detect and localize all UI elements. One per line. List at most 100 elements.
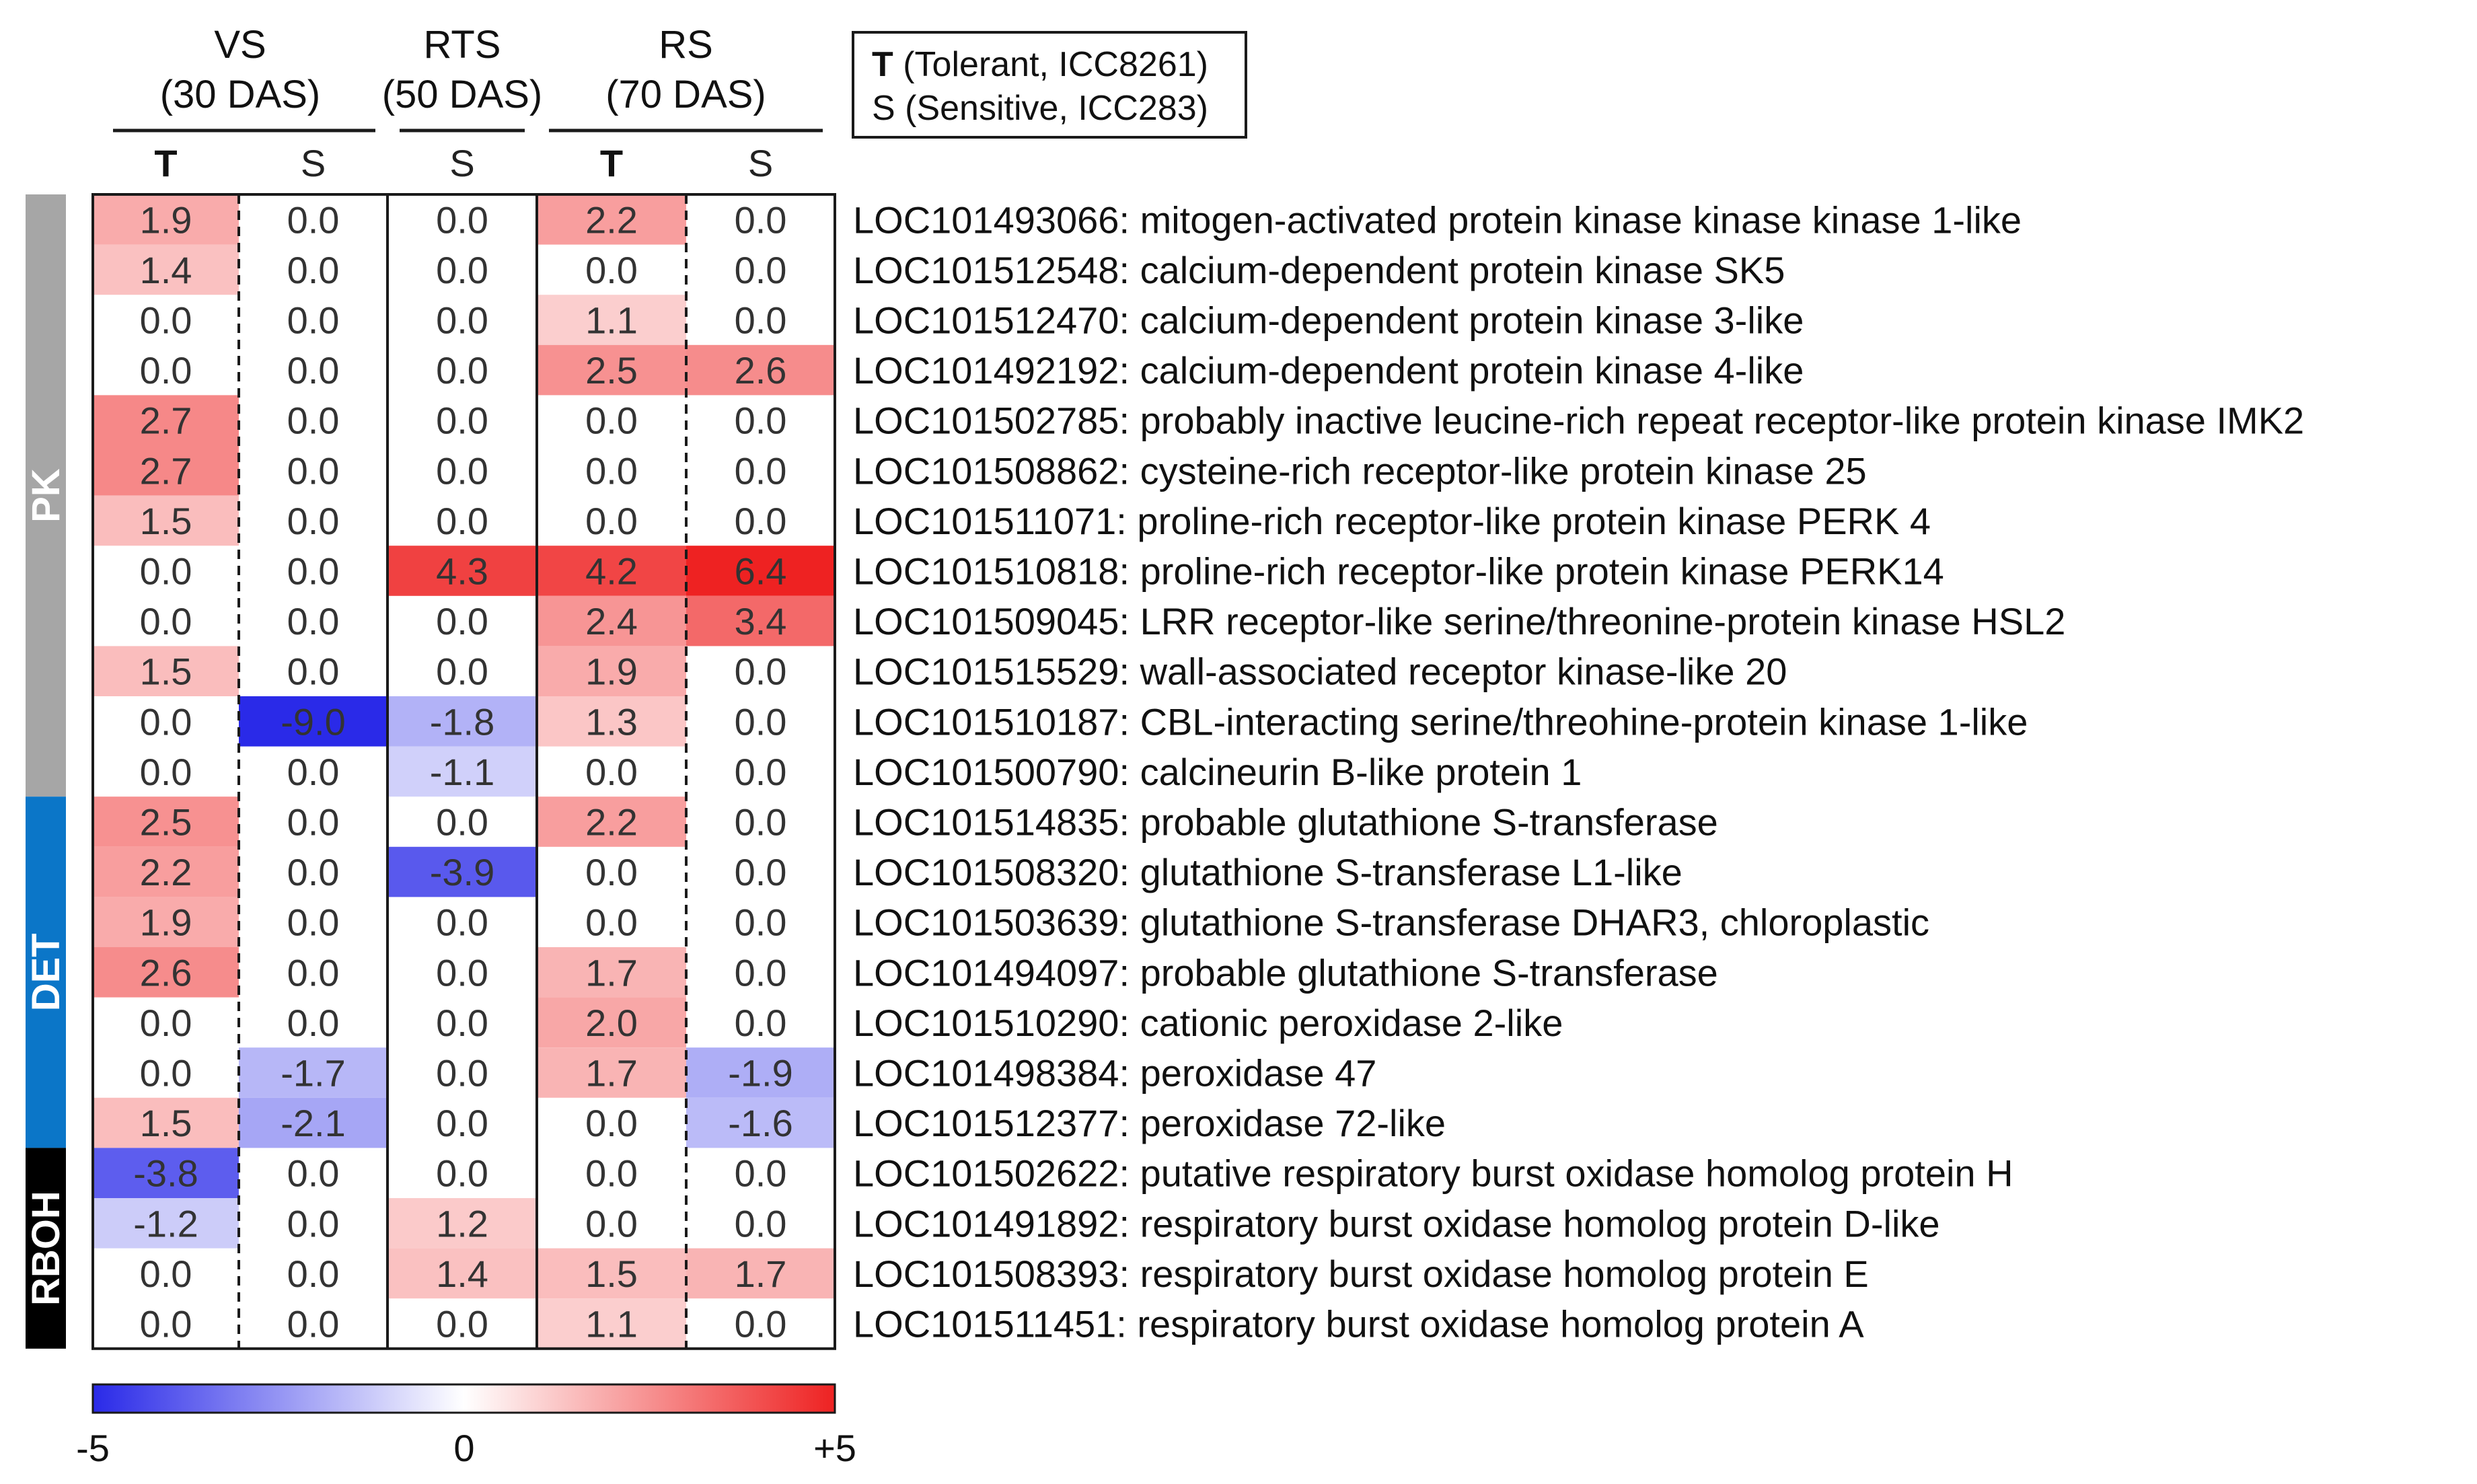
cell-value: 1.5 xyxy=(140,500,192,542)
heatmap-cell xyxy=(239,1097,387,1148)
heatmap-cell xyxy=(93,947,239,998)
cell-value: 1.9 xyxy=(585,651,638,693)
cell-value: 0.0 xyxy=(287,349,340,392)
cell-value: 0.0 xyxy=(436,198,488,241)
heatmap-cell xyxy=(686,1047,835,1098)
cell-value: 0.0 xyxy=(140,1052,192,1095)
cell-value: -1.7 xyxy=(281,1052,346,1095)
cell-value: 0.0 xyxy=(140,349,192,392)
cell-value: 0.0 xyxy=(436,651,488,693)
gene-label: LOC101510818: proline-rich receptor-like… xyxy=(853,550,1944,593)
heatmap-cell xyxy=(537,1248,686,1299)
cell-value: 0.0 xyxy=(735,751,787,793)
heatmap-cell xyxy=(537,997,686,1048)
gene-label: LOC101509045: LRR receptor-like serine/t… xyxy=(853,600,2065,642)
cell-value: 0.0 xyxy=(436,600,488,642)
heatmap-cell xyxy=(387,846,537,897)
cell-value: 0.0 xyxy=(735,1303,787,1345)
cell-value: 0.0 xyxy=(140,299,192,342)
cell-value: 0.0 xyxy=(287,801,340,844)
heatmap-cell xyxy=(686,1248,835,1299)
gene-label: LOC101508393: respiratory burst oxidase … xyxy=(853,1253,1869,1295)
cell-value: -1.6 xyxy=(728,1102,793,1144)
color-scale-max-label: +5 xyxy=(813,1427,856,1469)
cell-value: 1.7 xyxy=(585,1052,638,1095)
cell-value: 0.0 xyxy=(585,751,638,793)
gene-label: LOC101508862: cysteine-rich receptor-lik… xyxy=(853,449,1867,492)
color-scale-bar: -5 0 +5 xyxy=(76,1383,856,1469)
gene-label: LOC101515529: wall-associated receptor k… xyxy=(853,651,1787,693)
gene-label: LOC101508320: glutathione S-transferase … xyxy=(853,851,1683,893)
cell-value: 1.7 xyxy=(735,1253,787,1295)
heatmap-cell xyxy=(239,1047,387,1098)
cell-value: 2.0 xyxy=(585,1002,638,1044)
cell-value: 1.5 xyxy=(585,1253,638,1295)
cell-value: 2.2 xyxy=(585,801,638,844)
cell-value: 1.7 xyxy=(585,951,638,994)
legend-sensitive-line: S (Sensitive, ICC283) xyxy=(872,89,1208,128)
cell-value: 0.0 xyxy=(735,500,787,542)
stage-das-rs: (70 DAS) xyxy=(605,73,766,116)
heatmap-cell xyxy=(93,445,239,496)
cell-value: 0.0 xyxy=(436,349,488,392)
stage-das-rts: (50 DAS) xyxy=(382,73,543,116)
cell-value: -2.1 xyxy=(281,1102,346,1144)
color-scale-mid-label: 0 xyxy=(453,1427,474,1469)
cell-value: 0.0 xyxy=(287,901,340,944)
row-group-bars: PK DET RBOH xyxy=(24,194,68,1349)
cell-value: 0.0 xyxy=(287,851,340,893)
cell-value: 3.4 xyxy=(735,600,787,642)
cell-value: 0.0 xyxy=(585,1202,638,1245)
cell-value: 2.6 xyxy=(140,951,192,994)
cell-value: 0.0 xyxy=(735,1202,787,1245)
column-label: T xyxy=(154,142,177,184)
heatmap-cell xyxy=(239,696,387,747)
legend-box-frame xyxy=(852,31,1247,139)
cell-value: 0.0 xyxy=(436,1152,488,1195)
cell-value: 1.1 xyxy=(585,299,638,342)
legend-tolerant-line: T (Tolerant, ICC8261) xyxy=(872,45,1208,84)
heatmap-cell xyxy=(537,1298,686,1349)
cell-value: 0.0 xyxy=(436,449,488,492)
cell-value: 0.0 xyxy=(287,651,340,693)
cell-value: 6.4 xyxy=(735,550,787,593)
cell-value: 2.7 xyxy=(140,400,192,442)
heatmap-cell xyxy=(93,244,239,295)
gene-label: LOC101493066: mitogen-activated protein … xyxy=(853,198,2022,241)
heatmap-cell xyxy=(686,1097,835,1148)
cell-value: 0.0 xyxy=(735,1152,787,1195)
heatmap-cell xyxy=(93,796,239,847)
cell-value: 2.4 xyxy=(585,600,638,642)
heatmap-cell xyxy=(537,1047,686,1098)
cell-value: 0.0 xyxy=(585,449,638,492)
cell-value: 0.0 xyxy=(735,801,787,844)
heatmap-cell xyxy=(387,746,537,797)
cell-value: 0.0 xyxy=(585,901,638,944)
heatmap-cell xyxy=(537,646,686,696)
gene-label: LOC101512548: calcium-dependent protein … xyxy=(853,249,1785,291)
cell-value: 0.0 xyxy=(287,198,340,241)
cell-value: 4.3 xyxy=(436,550,488,593)
cell-value: 4.2 xyxy=(585,550,638,593)
cell-value: -1.8 xyxy=(430,700,495,743)
cell-value: 0.0 xyxy=(287,1202,340,1245)
gene-label: LOC101492192: calcium-dependent protein … xyxy=(853,349,1804,392)
stage-label-rts: RTS xyxy=(424,23,501,67)
cell-value: 0.0 xyxy=(436,1303,488,1345)
heatmap-cell xyxy=(93,1148,239,1198)
cell-value: 0.0 xyxy=(436,801,488,844)
gene-label: LOC101510290: cationic peroxidase 2-like xyxy=(853,1002,1563,1044)
cell-value: 0.0 xyxy=(585,1152,638,1195)
cell-value: 0.0 xyxy=(436,951,488,994)
cell-value: 0.0 xyxy=(436,901,488,944)
cell-value: 0.0 xyxy=(585,1102,638,1144)
cell-value: 0.0 xyxy=(436,400,488,442)
heatmap-cell xyxy=(537,295,686,345)
legend-tolerant-text: (Tolerant, ICC8261) xyxy=(893,45,1208,84)
cell-value: 0.0 xyxy=(287,449,340,492)
cell-value: 1.4 xyxy=(436,1253,488,1295)
column-label: S xyxy=(748,142,773,184)
heatmap-cell xyxy=(537,796,686,847)
cell-value: 0.0 xyxy=(735,449,787,492)
column-label: T xyxy=(600,142,623,184)
